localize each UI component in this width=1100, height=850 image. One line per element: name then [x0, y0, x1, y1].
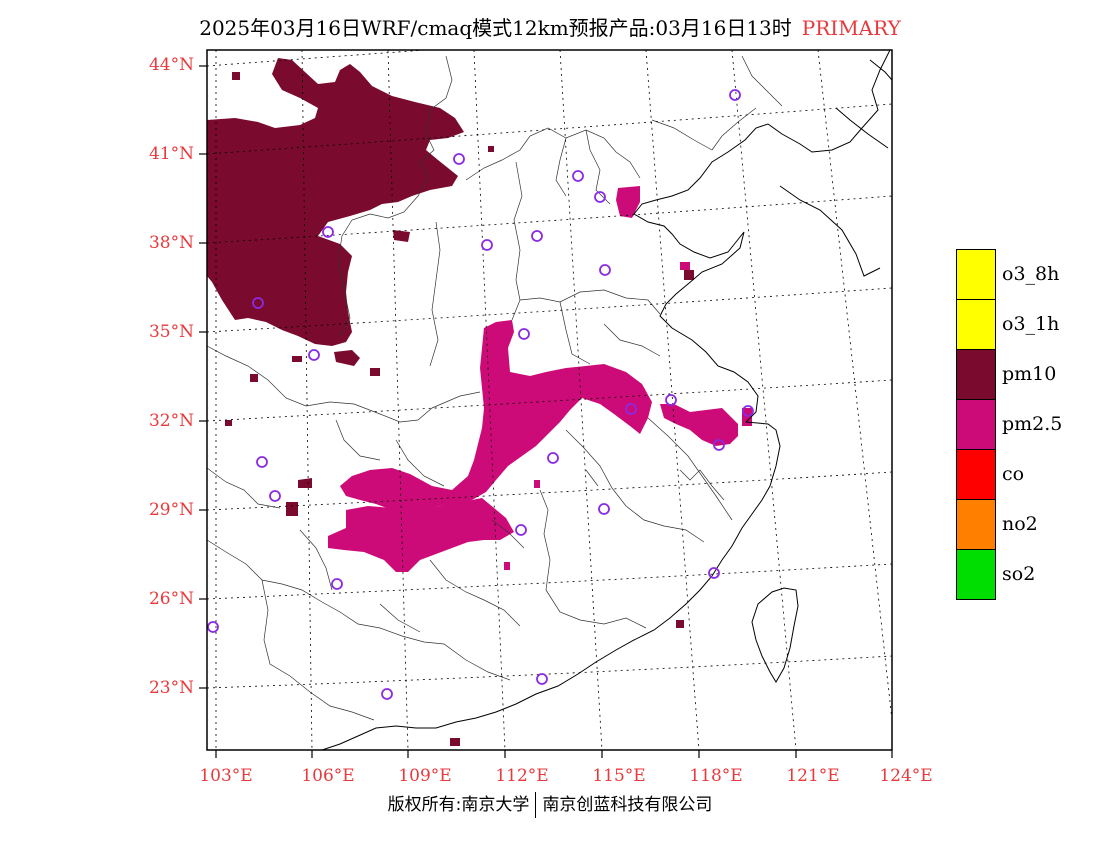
lon-label: 124°E	[879, 766, 933, 786]
legend-label: so2	[1002, 563, 1036, 585]
lon-label: 118°E	[689, 766, 743, 786]
station-marker	[729, 89, 741, 101]
station-marker	[598, 503, 610, 515]
station-marker	[665, 394, 677, 406]
station-marker	[625, 403, 637, 415]
copyright-right: 南京创蓝科技有限公司	[542, 795, 713, 815]
station-marker	[331, 578, 343, 590]
legend-swatch	[956, 249, 996, 300]
station-marker	[531, 230, 543, 242]
station-marker	[481, 239, 493, 251]
station-marker	[572, 170, 584, 182]
station-marker	[547, 452, 559, 464]
legend-swatch	[956, 349, 996, 400]
station-marker	[269, 490, 281, 502]
station-marker	[322, 226, 334, 238]
pm25-region-south-central	[328, 498, 514, 572]
lat-label: 23°N	[148, 678, 194, 698]
station-marker	[252, 297, 264, 309]
footer-separator	[535, 792, 537, 818]
legend-label: no2	[1002, 513, 1038, 535]
station-markers	[207, 89, 754, 700]
station-marker	[713, 439, 725, 451]
legend-label: o3_8h	[1002, 263, 1060, 285]
lat-label: 41°N	[148, 144, 194, 164]
lon-label: 112°E	[495, 766, 549, 786]
station-marker	[518, 328, 530, 340]
map-title-main: 2025年03月16日WRF/cmaq模式12km预报产品:03月16日13时	[199, 16, 792, 40]
legend-label: pm10	[1002, 363, 1057, 385]
legend-label: o3_1h	[1002, 313, 1060, 335]
legend-swatch	[956, 299, 996, 350]
graticule	[207, 50, 892, 750]
pm10-region-north-strip	[210, 165, 250, 190]
legend-swatch	[956, 399, 996, 450]
legend-swatch	[956, 449, 996, 500]
lon-label: 121°E	[786, 766, 840, 786]
lat-label: 35°N	[148, 322, 194, 342]
station-marker	[207, 621, 219, 633]
lon-label: 115°E	[592, 766, 646, 786]
station-marker	[594, 191, 606, 203]
copyright-left: 版权所有:南京大学	[387, 795, 530, 815]
lon-label: 106°E	[301, 766, 355, 786]
lat-label: 38°N	[148, 233, 194, 253]
axis-ticks	[199, 65, 893, 758]
lat-label: 44°N	[148, 55, 194, 75]
copyright-footer: 版权所有:南京大学 南京创蓝科技有限公司	[0, 790, 1100, 818]
map-frame	[206, 49, 893, 751]
station-marker	[515, 524, 527, 536]
station-marker	[256, 456, 268, 468]
pm10-region-northwest	[207, 58, 464, 346]
lon-label: 109°E	[398, 766, 452, 786]
map-title: 2025年03月16日WRF/cmaq模式12km预报产品:03月16日13时 P…	[0, 12, 1100, 41]
coastline	[321, 50, 892, 750]
pm25-regions	[328, 186, 752, 572]
pm10-regions	[207, 58, 694, 746]
station-marker	[308, 349, 320, 361]
station-marker	[536, 673, 548, 685]
map-title-tag: PRIMARY	[801, 16, 901, 40]
legend-label: pm2.5	[1002, 413, 1063, 435]
legend-swatch	[956, 549, 996, 600]
station-marker	[742, 405, 754, 417]
legend-swatch	[956, 499, 996, 550]
station-marker	[381, 688, 393, 700]
legend-label: co	[1002, 463, 1025, 485]
station-marker	[599, 264, 611, 276]
lat-label: 26°N	[148, 589, 194, 609]
lat-label: 32°N	[148, 411, 194, 431]
province-borders	[207, 55, 783, 721]
station-marker	[708, 567, 720, 579]
pm25-region-east	[660, 404, 738, 446]
station-marker	[453, 153, 465, 165]
lat-label: 29°N	[148, 500, 194, 520]
lon-label: 103°E	[199, 766, 253, 786]
pm25-region-central	[340, 320, 652, 512]
